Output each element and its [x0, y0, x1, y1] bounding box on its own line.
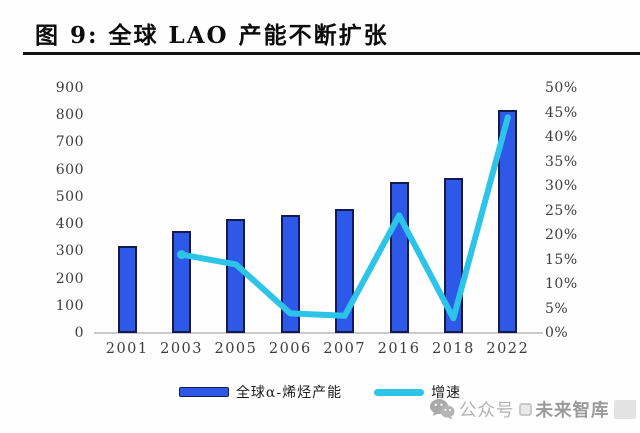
bar-legend-label: 全球α-烯烃产能: [235, 385, 343, 401]
y-tick-label: 800: [55, 107, 84, 124]
left-axis-ticks: 0 100 200 300 400 500 600 700 800 900: [28, 80, 84, 341]
y-tick-label: 35%: [545, 153, 578, 170]
y-tick-label: 0%: [545, 325, 569, 341]
x-axis-label: 2016: [377, 341, 421, 357]
y-tick-label: 40%: [545, 129, 578, 145]
line-legend-label: 增速: [431, 385, 462, 401]
y-tick-label: 500: [55, 188, 84, 205]
growth-line: [178, 114, 511, 322]
y-tick-label: 50%: [545, 80, 578, 96]
y-tick-label: 700: [55, 134, 84, 151]
y-tick-label: 900: [55, 80, 84, 96]
y-tick-label: 400: [55, 216, 84, 233]
x-axis-label: 2007: [323, 341, 367, 357]
bar-2006: [280, 214, 300, 333]
y-tick-label: 10%: [545, 276, 578, 292]
x-axis-label: 2022: [486, 341, 530, 357]
watermark-prefix: 公众号: [459, 400, 515, 421]
plot-area: [94, 88, 543, 334]
y-tick-label: 300: [55, 243, 84, 260]
line-legend-swatch: [374, 388, 425, 396]
x-axis-label: 2018: [431, 341, 475, 357]
y-tick-label: 100: [55, 297, 84, 314]
legend: 全球α-烯烃产能 增速: [0, 383, 640, 401]
y-tick-label: 25%: [545, 202, 578, 219]
y-tick-label: 5%: [545, 300, 569, 317]
watermark-qr-box: [613, 399, 636, 419]
right-axis-ticks: 0% 5% 10% 15% 20% 25% 30% 35% 40% 45% 50%: [545, 80, 605, 341]
x-axis-label: 2005: [214, 341, 258, 357]
x-axis-label: 2001: [105, 341, 149, 357]
line-start-marker: [177, 250, 187, 260]
y-tick-label: 600: [55, 161, 84, 178]
y-tick-label: 45%: [545, 104, 578, 121]
y-tick-label: 200: [55, 270, 84, 287]
bar-legend-swatch: [178, 387, 229, 397]
watermark-badge-icon: [518, 402, 532, 416]
line-series: [177, 114, 511, 322]
watermark-name: 未来智库: [535, 400, 610, 421]
wechat-icon: [430, 399, 455, 420]
y-tick-label: 20%: [545, 227, 578, 243]
y-tick-label: 0: [74, 325, 84, 341]
y-tick-label: 15%: [545, 251, 578, 268]
figure-title: 图 9: 全球 LAO 产能不断扩张: [35, 22, 389, 49]
bar-2001: [117, 245, 137, 333]
x-axis-label: 2003: [160, 341, 204, 357]
x-axis-label: 2006: [268, 341, 312, 357]
y-tick-label: 30%: [545, 178, 578, 194]
title-rule: [23, 52, 640, 55]
bar-2022: [498, 109, 518, 333]
x-axis-line: [94, 332, 543, 334]
watermark: 公众号 未来智库: [429, 397, 636, 421]
x-axis-labels: 2001 2003 2005 2006 2007 2016 2018 2022: [100, 341, 535, 363]
